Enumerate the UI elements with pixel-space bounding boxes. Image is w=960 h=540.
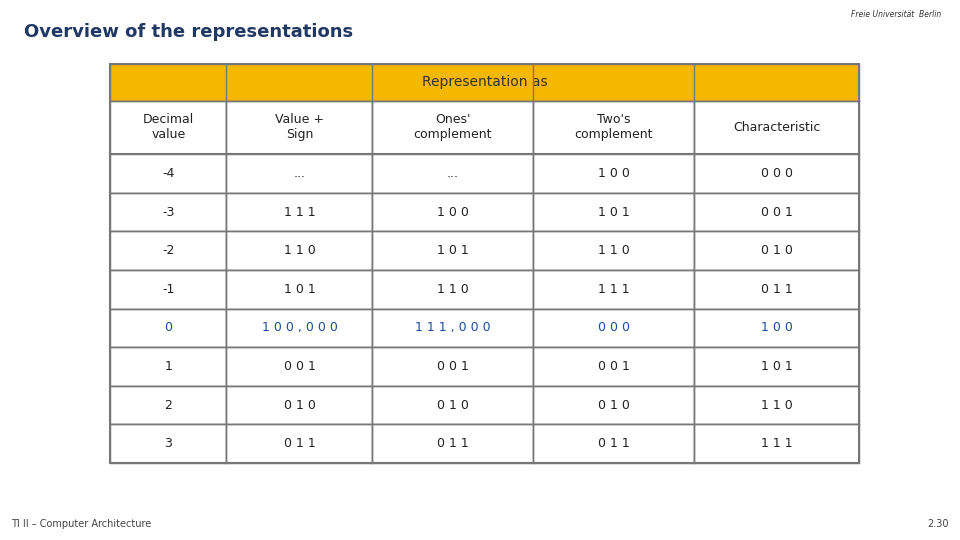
Text: 0 1 0: 0 1 0	[283, 399, 316, 411]
Bar	[372, 308, 534, 347]
Bar	[534, 386, 694, 424]
Bar	[372, 386, 534, 424]
Text: 1: 1	[164, 360, 173, 373]
Bar	[372, 270, 534, 308]
Bar	[110, 154, 227, 193]
Text: -3: -3	[162, 206, 175, 219]
Bar	[227, 154, 372, 193]
Text: -2: -2	[162, 244, 175, 257]
Text: 2.30: 2.30	[927, 519, 948, 529]
Text: ...: ...	[447, 167, 459, 180]
Bar	[534, 270, 694, 308]
Bar	[110, 308, 227, 347]
Text: 0 1 0: 0 1 0	[761, 244, 793, 257]
Text: 0 1 1: 0 1 1	[283, 437, 315, 450]
Bar	[110, 101, 227, 154]
Text: 2: 2	[164, 399, 173, 411]
Text: 1 1 1: 1 1 1	[761, 437, 793, 450]
Bar	[372, 424, 534, 463]
Bar	[227, 101, 372, 154]
Bar	[534, 424, 694, 463]
Bar	[372, 347, 534, 386]
Bar	[534, 347, 694, 386]
Bar	[694, 154, 859, 193]
Bar	[694, 193, 859, 231]
Bar	[534, 154, 694, 193]
Text: TI II – Computer Architecture: TI II – Computer Architecture	[12, 519, 152, 529]
Bar	[694, 347, 859, 386]
Bar	[227, 270, 372, 308]
Text: 0 0 0: 0 0 0	[598, 321, 630, 334]
Text: 1 1 0: 1 1 0	[437, 283, 468, 296]
Bar	[694, 424, 859, 463]
Bar	[227, 424, 372, 463]
Bar	[227, 386, 372, 424]
Text: 1 1 1 , 0 0 0: 1 1 1 , 0 0 0	[415, 321, 491, 334]
Text: 0 0 1: 0 0 1	[761, 206, 793, 219]
Bar	[372, 101, 534, 154]
Text: 0: 0	[164, 321, 173, 334]
Text: 1 1 0: 1 1 0	[761, 399, 793, 411]
Bar	[227, 347, 372, 386]
Text: 1 0 1: 1 0 1	[598, 206, 630, 219]
Text: 1 1 0: 1 1 0	[283, 244, 315, 257]
Bar	[372, 193, 534, 231]
Text: 1 0 0: 1 0 0	[761, 321, 793, 334]
Bar	[534, 193, 694, 231]
Bar	[110, 193, 227, 231]
Bar	[227, 308, 372, 347]
Bar	[694, 101, 859, 154]
Text: Decimal
value: Decimal value	[143, 113, 194, 141]
Text: 1 0 0: 1 0 0	[437, 206, 468, 219]
Bar	[372, 154, 534, 193]
Bar	[534, 231, 694, 270]
Text: Freie Universität  Berlin: Freie Universität Berlin	[851, 10, 941, 19]
Bar	[110, 424, 227, 463]
Text: 1 0 0: 1 0 0	[598, 167, 630, 180]
Text: Characteristic: Characteristic	[733, 121, 821, 134]
Bar	[372, 231, 534, 270]
Text: Ones'
complement: Ones' complement	[414, 113, 492, 141]
Text: 3: 3	[164, 437, 173, 450]
Bar	[534, 308, 694, 347]
Bar	[694, 270, 859, 308]
Text: ...: ...	[294, 167, 305, 180]
Bar	[110, 231, 227, 270]
Bar	[227, 231, 372, 270]
Text: Representation as: Representation as	[422, 75, 547, 89]
Text: Two's
complement: Two's complement	[575, 113, 653, 141]
Bar	[110, 347, 227, 386]
Bar	[110, 64, 859, 101]
Text: Overview of the representations: Overview of the representations	[24, 23, 353, 41]
Bar	[110, 270, 227, 308]
Bar	[694, 231, 859, 270]
Bar	[110, 64, 859, 463]
Text: 1 1 1: 1 1 1	[283, 206, 315, 219]
Text: 0 1 1: 0 1 1	[598, 437, 630, 450]
Bar	[534, 101, 694, 154]
Text: 1 0 1: 1 0 1	[283, 283, 315, 296]
Text: 0 1 0: 0 1 0	[437, 399, 468, 411]
Text: -4: -4	[162, 167, 175, 180]
Text: 0 1 1: 0 1 1	[437, 437, 468, 450]
Text: 1 0 0 , 0 0 0: 1 0 0 , 0 0 0	[261, 321, 337, 334]
Text: 0 0 1: 0 0 1	[437, 360, 468, 373]
Text: 0 0 1: 0 0 1	[598, 360, 630, 373]
Text: 1 1 0: 1 1 0	[598, 244, 630, 257]
Bar	[110, 386, 227, 424]
Text: Value +
Sign: Value + Sign	[275, 113, 324, 141]
Text: 0 1 1: 0 1 1	[761, 283, 793, 296]
Text: 0 1 0: 0 1 0	[598, 399, 630, 411]
Text: -1: -1	[162, 283, 175, 296]
Bar	[694, 386, 859, 424]
Text: 0 0 1: 0 0 1	[283, 360, 316, 373]
Text: 1 0 1: 1 0 1	[761, 360, 793, 373]
Bar	[694, 308, 859, 347]
Text: 0 0 0: 0 0 0	[761, 167, 793, 180]
Text: 1 0 1: 1 0 1	[437, 244, 468, 257]
Bar	[227, 193, 372, 231]
Text: 1 1 1: 1 1 1	[598, 283, 630, 296]
